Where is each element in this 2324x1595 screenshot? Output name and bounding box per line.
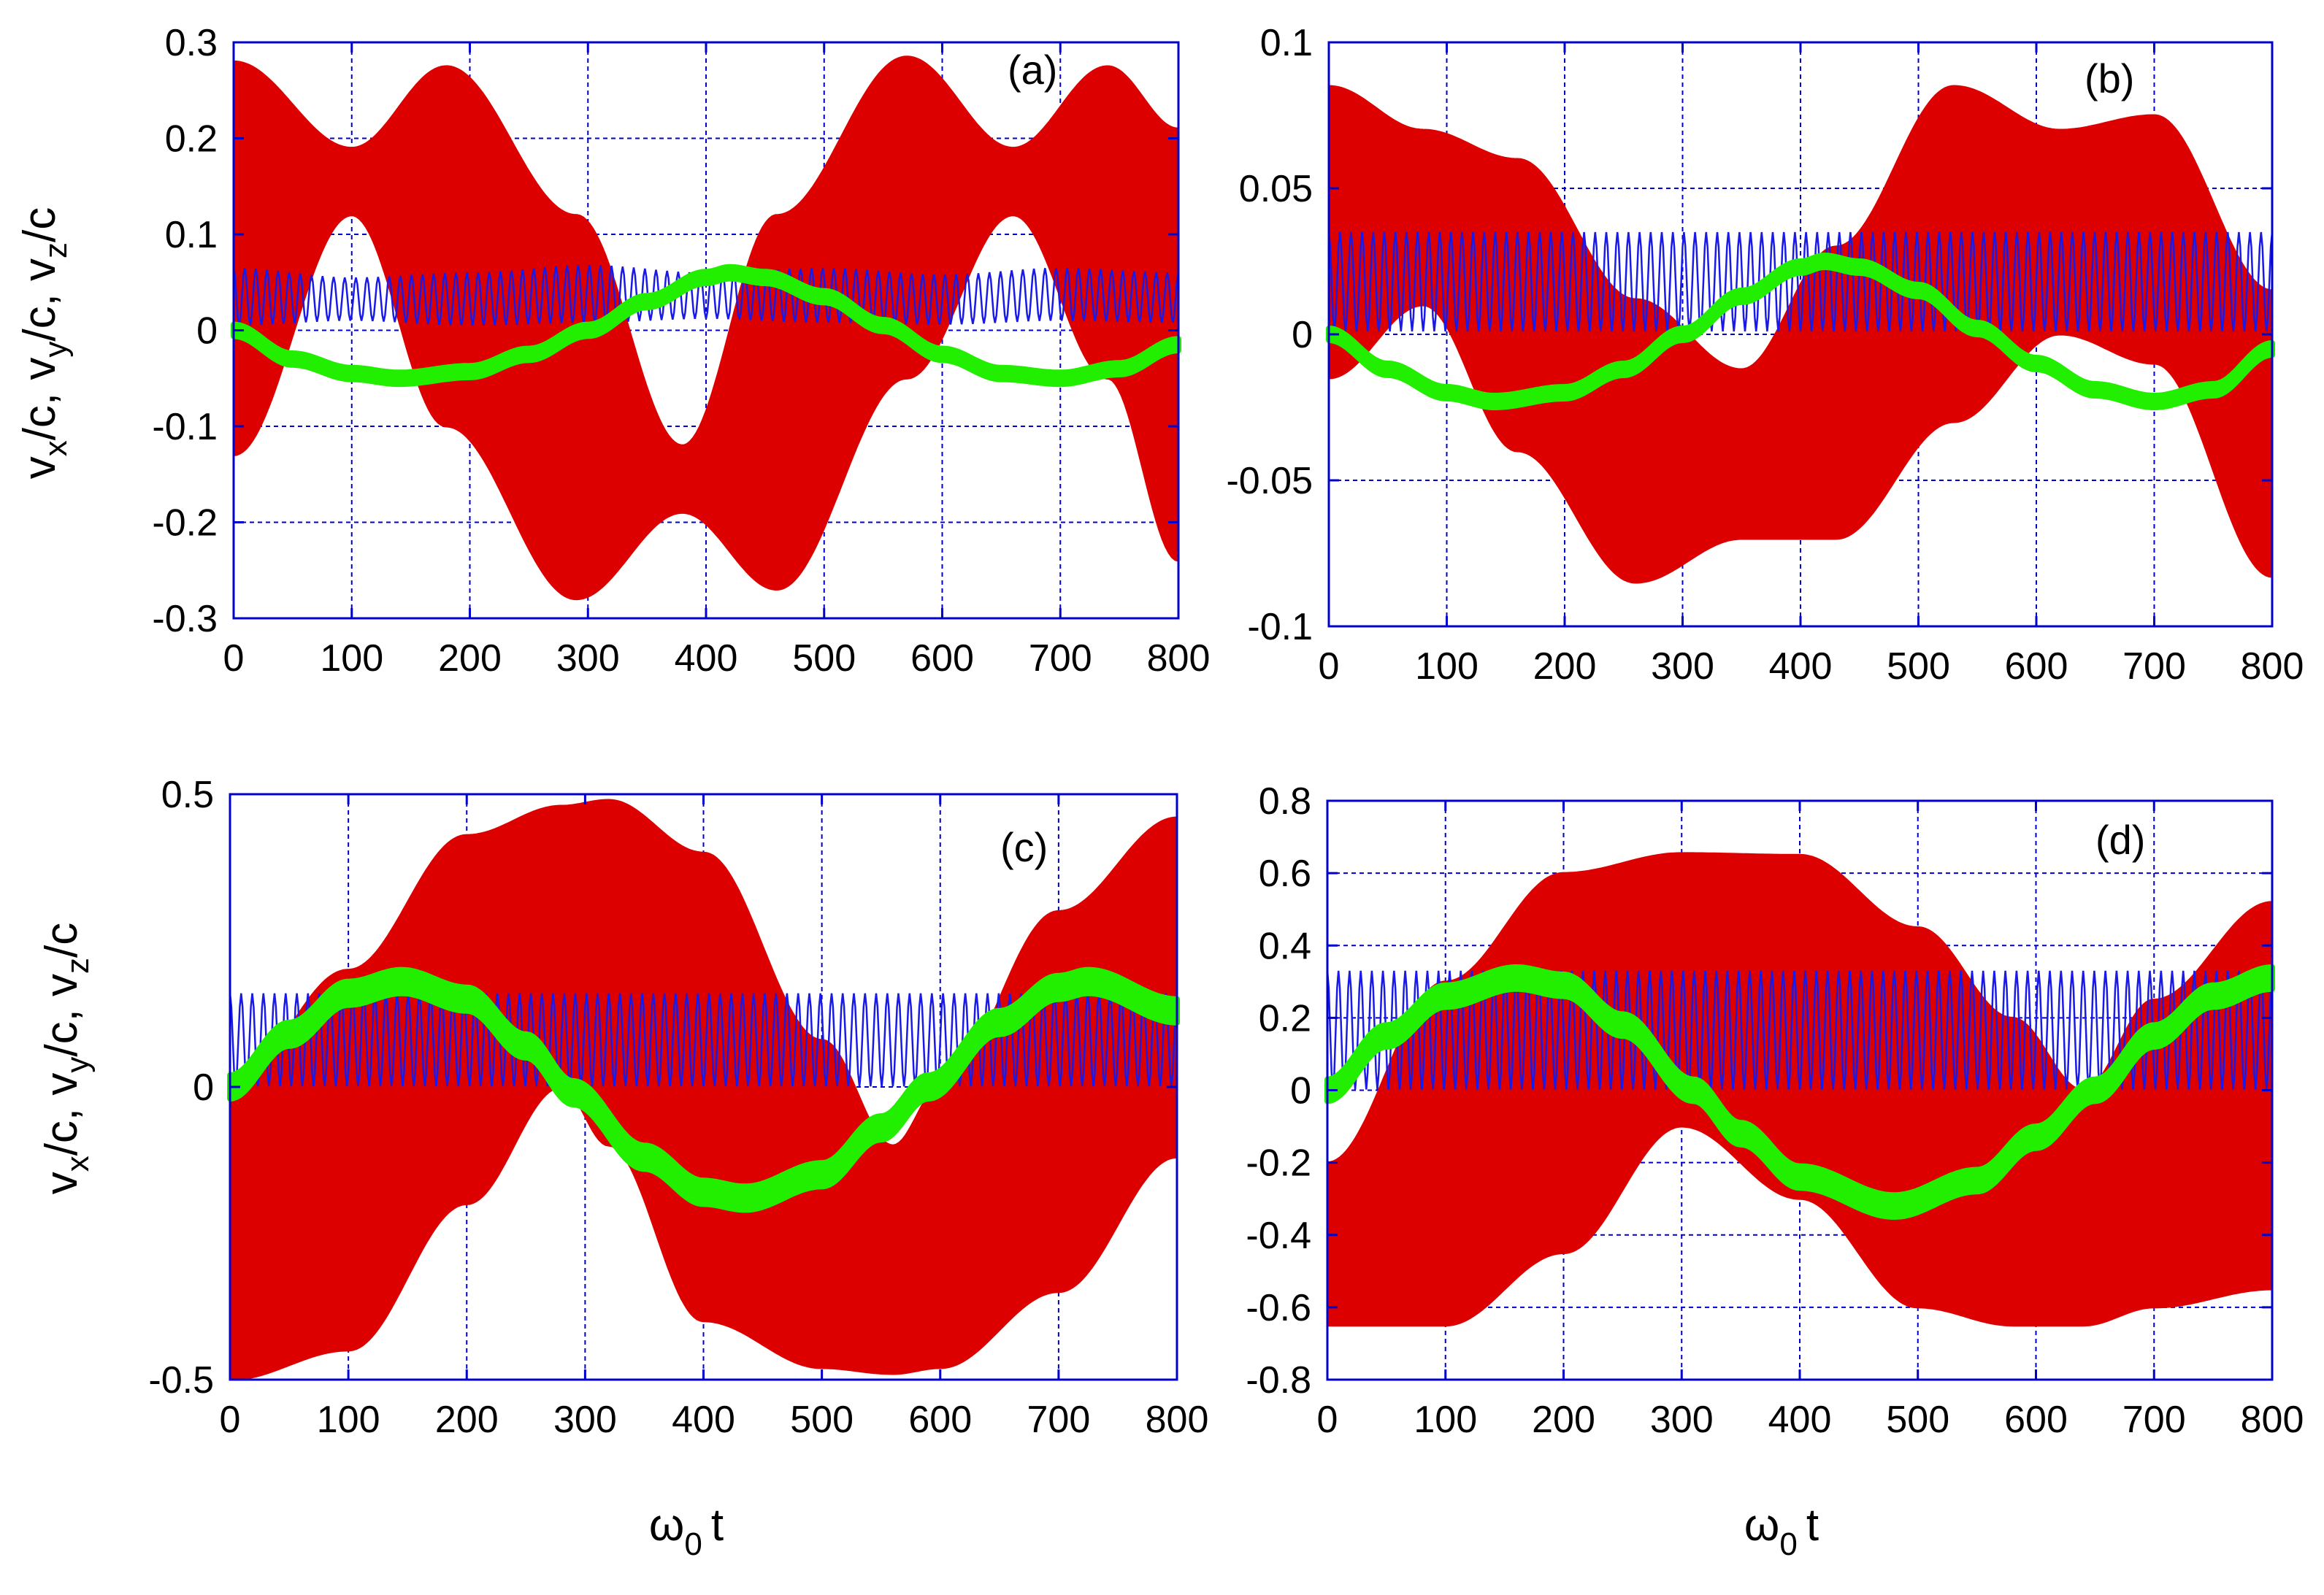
panel-b-x-tick-label: 0	[1319, 645, 1340, 688]
panel-b-x-tick-label: 300	[1651, 645, 1714, 688]
panel-d-x-tick-label: 100	[1414, 1399, 1477, 1441]
panel-a-y-tick-label: -0.2	[152, 502, 218, 545]
panel-a-x-tick-label: 700	[1029, 637, 1092, 680]
panel-d-y-tick-label: -0.2	[1246, 1142, 1311, 1185]
panel-c-vx-series	[229, 799, 1178, 1381]
panel-d-x-tick-label: 800	[2241, 1399, 2304, 1441]
panel-b-y-tick-label: -0.05	[1226, 460, 1313, 502]
panel-a-frame	[232, 41, 1180, 620]
panel-b-x-tick-label: 400	[1769, 645, 1833, 688]
panel-c-x-tick-label: 0	[220, 1399, 241, 1441]
x-axis-label-left: ω0 t	[649, 1500, 724, 1562]
panel-a-x-tick-label: 0	[223, 637, 245, 680]
panel-b-x-ticks: 0 100 200 300 400 500 600 700 800	[1319, 42, 2304, 688]
panel-d-x-ticks: 0 100 200 300 400 500 600 700 800	[1317, 801, 2304, 1441]
panel-c-y-tick-label: 0	[193, 1066, 214, 1109]
panel-d-y-tick-label: -0.4	[1246, 1215, 1311, 1257]
panel-c-series	[227, 799, 1180, 1381]
x-axis-label-right: ω0 t	[1744, 1500, 1819, 1562]
panel-b-series	[1326, 85, 2275, 584]
panel-b-y-tick-label: 0.05	[1239, 168, 1313, 210]
panel-a-vy-series	[232, 264, 1180, 326]
panel-b-x-tick-label: 700	[2122, 645, 2186, 688]
panel-d-y-ticks: -0.8 -0.6 -0.4 -0.2 0 0.2 0.4 0.6 0.8	[1246, 780, 2272, 1402]
panel-c-y-tick-label: 0.5	[161, 774, 214, 816]
panel-d-y-tick-label: 0.8	[1259, 780, 1311, 823]
panel-a-vx-series	[232, 55, 1180, 601]
panel-c: 0 100 200 300 400 500 600 700 800 -0.500.5 (c)	[148, 774, 1208, 1441]
panel-b: 0 100 200 300 400 500 600 700 800 -0.1 -0.05 0 0.05…	[1226, 22, 2304, 688]
panel-b-y-tick-label: 0.1	[1260, 22, 1313, 64]
panel-c-x-tick-label: 200	[435, 1399, 499, 1441]
panel-b-y-ticks: -0.1 -0.05 0 0.05 0.1	[1226, 22, 2272, 648]
panel-d-y-tick-label: 0.6	[1259, 853, 1311, 895]
panel-a-y-tick-label: -0.3	[152, 598, 218, 640]
panel-d-y-tick-label: -0.6	[1246, 1287, 1311, 1329]
panel-b-x-tick-label: 800	[2241, 645, 2304, 688]
panel-a-x-tick-label: 500	[792, 637, 856, 680]
panel-b-vy-series	[1327, 231, 2274, 332]
panel-d-x-tick-label: 600	[2004, 1399, 2068, 1441]
panel-b-x-tick-label: 500	[1887, 645, 1950, 688]
panel-c-y-tick-label: -0.5	[148, 1359, 214, 1402]
panel-b-x-tick-label: 100	[1415, 645, 1479, 688]
panel-a-x-tick-label: 300	[556, 637, 620, 680]
panel-a-grid	[234, 42, 1178, 618]
panel-a-x-tick-label: 400	[675, 637, 738, 680]
panel-d-x-tick-label: 700	[2122, 1399, 2186, 1441]
panel-a-y-tick-label: 0	[196, 310, 218, 353]
panel-d-y-tick-label: 0	[1290, 1070, 1311, 1112]
panel-c-y-ticks: -0.5 0 0.5	[148, 774, 1177, 1402]
panel-d-tag: (d)	[2095, 817, 2145, 863]
panel-c-tag: (c)	[1000, 824, 1048, 870]
panel-c-x-tick-label: 400	[672, 1399, 735, 1441]
panel-a-tag: (a)	[1008, 47, 1057, 93]
panel-a-y-tick-label: 0.1	[165, 214, 218, 256]
panel-a-y-tick-label: 0.3	[165, 22, 218, 64]
panel-a-x-tick-label: 800	[1147, 637, 1211, 680]
panel-b-tag: (b)	[2085, 55, 2134, 101]
panel-b-x-tick-label: 200	[1533, 645, 1597, 688]
panel-a-series	[231, 55, 1181, 601]
panel-c-x-tick-label: 600	[908, 1399, 972, 1441]
panel-d-x-tick-label: 400	[1768, 1399, 1832, 1441]
panel-a-y-tick-label: 0.2	[165, 118, 218, 161]
panel-a: 0 100 200 300 400 500 600 700 800 -0.3-0.2-0.100…	[152, 22, 1210, 680]
panel-d-x-tick-label: 300	[1650, 1399, 1714, 1441]
panel-d-y-tick-label: 0.4	[1259, 925, 1311, 967]
panel-b-x-tick-label: 600	[2005, 645, 2068, 688]
panel-a-x-tick-label: 100	[320, 637, 383, 680]
panel-a-x-ticks: 0 100 200 300 400 500 600 700 800	[223, 42, 1211, 680]
panel-c-x-tick-label: 300	[553, 1399, 617, 1441]
panel-b-y-tick-label: 0	[1292, 314, 1313, 356]
panel-a-x-tick-label: 600	[910, 637, 974, 680]
panel-d-x-tick-label: 200	[1532, 1399, 1595, 1441]
panel-c-x-tick-label: 700	[1027, 1399, 1090, 1441]
y-axis-label-top: vx/c, vy/c, vz/c	[15, 207, 74, 480]
panel-d: 0 100 200 300 400 500 600 700 800 -0.8-0.6-0.4-0…	[1246, 780, 2304, 1441]
panel-d-y-tick-label: 0.2	[1259, 997, 1311, 1039]
panel-b-vx-series	[1327, 85, 2274, 584]
y-axis-label-bottom: vx/c, vy/c, vz/c	[37, 923, 96, 1195]
panel-a-x-tick-label: 200	[438, 637, 502, 680]
panel-d-x-tick-label: 0	[1317, 1399, 1338, 1441]
panel-c-x-tick-label: 500	[790, 1399, 854, 1441]
panel-c-x-ticks: 0 100 200 300 400 500 600 700 800	[220, 794, 1209, 1441]
panel-a-y-tick-label: -0.1	[152, 406, 218, 448]
panel-c-x-tick-label: 100	[317, 1399, 380, 1441]
panel-a-y-ticks: -0.3 -0.2 -0.1 0 0.1 0.2 0.3	[152, 22, 1178, 640]
panel-d-x-tick-label: 500	[1886, 1399, 1949, 1441]
panel-b-y-tick-label: -0.1	[1247, 606, 1313, 648]
panel-d-y-tick-label: -0.8	[1246, 1359, 1311, 1402]
panel-d-vy-series	[1326, 970, 2274, 1090]
panel-c-x-tick-label: 800	[1146, 1399, 1209, 1441]
